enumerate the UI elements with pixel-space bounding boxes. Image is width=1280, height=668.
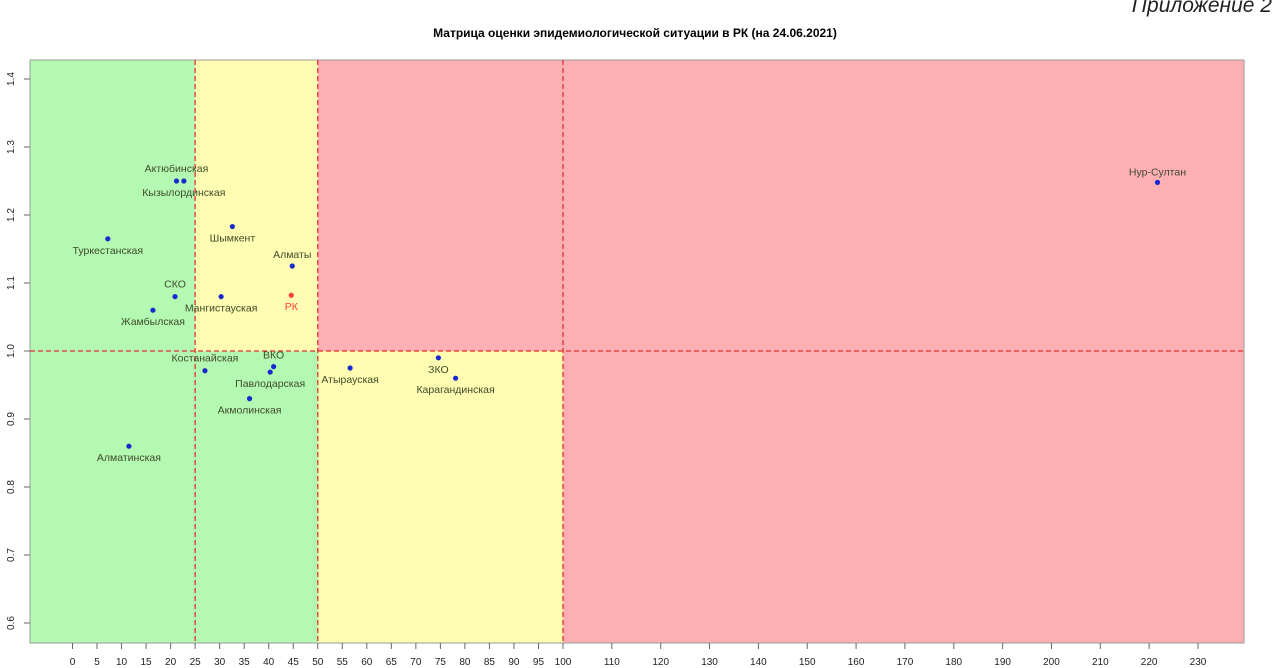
x-tick-label: 140 [750,657,767,668]
y-tick-label: 1.4 [6,72,17,86]
point-label: Алматинская [97,452,161,464]
y-tick-label: 0.6 [6,616,17,630]
y-tick-label: 1.1 [6,276,17,290]
x-tick-label: 200 [1043,657,1060,668]
data-point [202,368,208,374]
data-point [150,307,156,313]
x-tick-label: 60 [361,657,373,668]
zone-red [317,60,1244,351]
x-tick-label: 180 [945,657,962,668]
data-point [181,178,187,184]
point-label: Атырауская [321,374,378,386]
point-label: Мангистауская [185,303,258,315]
x-tick-label: 75 [435,657,447,668]
point-label: РК [285,301,299,313]
data-point [452,375,459,381]
data-point [288,292,294,298]
point-label: Акмолинская [218,405,282,417]
y-tick-label: 0.7 [6,548,17,562]
x-tick-label: 0 [70,657,76,668]
x-tick-label: 20 [165,657,177,668]
x-tick-label: 170 [897,657,914,668]
point-label: Павлодарская [235,378,305,390]
x-tick-label: 150 [799,657,816,668]
data-point [173,178,180,184]
x-tick-label: 230 [1190,657,1207,668]
zone-yellow [195,60,318,351]
x-tick-label: 120 [652,657,669,668]
point-label: СКО [164,279,186,291]
x-tick-label: 85 [484,657,496,668]
x-tick-label: 5 [94,657,100,668]
point-label: Актюбинская [145,163,209,175]
zone-red [563,351,1244,643]
data-point [105,236,111,242]
y-tick-label: 0.9 [6,412,17,426]
x-tick-label: 40 [263,657,275,668]
data-point [347,365,353,371]
point-label: ВКО [263,350,284,362]
data-point [267,369,273,375]
point-label: Туркестанская [73,245,144,257]
point-label: ЗКО [428,364,449,376]
chart-title: Матрица оценки эпидемиологической ситуац… [433,26,837,40]
point-label: Жамбылская [121,316,185,328]
x-tick-label: 30 [214,657,226,668]
point-label: Костанайская [172,353,239,365]
x-tick-label: 100 [555,657,572,668]
x-tick-label: 70 [410,657,422,668]
x-tick-label: 110 [604,657,620,668]
zone-green [30,351,318,643]
x-tick-label: 220 [1141,657,1158,668]
x-tick-label: 10 [116,657,128,668]
y-tick-label: 1.0 [6,344,17,358]
data-point [218,294,224,300]
x-tick-label: 190 [994,657,1011,668]
point-label: Алматы [273,249,311,261]
x-tick-label: 90 [508,657,520,668]
data-point [126,443,132,449]
data-point [172,294,178,300]
x-tick-label: 15 [141,657,153,668]
x-tick-label: 55 [337,657,349,668]
point-label: Нур-Султан [1129,166,1186,178]
x-tick-label: 25 [190,657,202,668]
zone-green [30,60,196,351]
x-tick-label: 130 [701,657,718,668]
x-tick-label: 45 [288,657,300,668]
x-tick-label: 35 [239,657,251,668]
data-point [246,396,253,402]
data-point [289,263,295,269]
data-point [435,355,442,361]
x-tick-label: 160 [848,657,865,668]
point-label: Кызылординская [142,187,225,199]
point-label: Карагандинская [416,384,494,396]
corner-note: Приложение 2 [1131,0,1272,17]
x-tick-label: 95 [533,657,545,668]
y-tick-label: 1.2 [6,208,17,222]
data-point [271,364,277,370]
x-tick-label: 50 [312,657,324,668]
y-tick-label: 0.8 [6,480,17,494]
x-tick-label: 80 [459,657,471,668]
data-point [229,223,236,230]
data-point [1154,179,1161,185]
x-tick-label: 65 [386,657,398,668]
point-label: Шымкент [210,233,256,245]
y-tick-label: 1.3 [6,140,17,154]
zone-yellow [317,351,563,643]
x-tick-label: 210 [1092,657,1109,668]
